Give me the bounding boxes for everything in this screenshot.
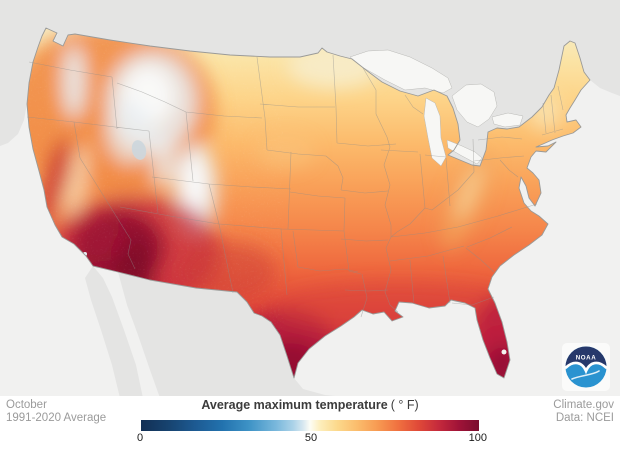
source-label: Climate.gov Data: NCEI <box>553 399 614 425</box>
lake-superior <box>349 49 453 94</box>
period-month: October <box>6 399 47 411</box>
colorbar-tick-min: 0 <box>137 432 144 444</box>
canada-landmass <box>0 0 620 166</box>
lake-ontario <box>491 112 524 128</box>
source-data: Data: NCEI <box>555 412 614 424</box>
lake-michigan <box>423 97 447 167</box>
mexico-landmass <box>118 272 355 398</box>
lake-okeechobee <box>501 349 507 355</box>
colorbar-tick-mid: 50 <box>304 432 318 444</box>
temperature-colorbar <box>141 420 479 431</box>
state-borders <box>26 54 564 318</box>
great-lakes <box>349 49 524 167</box>
great-salt-lake <box>131 140 147 160</box>
lake-huron <box>451 83 498 128</box>
period-label: October 1991-2020 Average <box>6 399 106 425</box>
lake-erie <box>446 139 483 165</box>
legend-title: Average maximum temperature( ° F) <box>0 398 620 412</box>
legend-unit: ( ° F) <box>390 398 419 412</box>
source-site: Climate.gov <box>553 399 614 411</box>
legend-title-text: Average maximum temperature <box>201 398 388 412</box>
legend-area: October 1991-2020 Average Average maximu… <box>0 396 620 450</box>
colorbar-tick-max: 100 <box>468 432 487 444</box>
noaa-logo-text: NOAA <box>576 355 597 362</box>
noaa-logo-sky <box>565 346 607 371</box>
period-years: 1991-2020 Average <box>6 412 107 424</box>
noaa-logo-gull-icon <box>564 361 608 375</box>
baja-peninsula <box>85 266 143 398</box>
noaa-logo: NOAA <box>562 343 610 391</box>
